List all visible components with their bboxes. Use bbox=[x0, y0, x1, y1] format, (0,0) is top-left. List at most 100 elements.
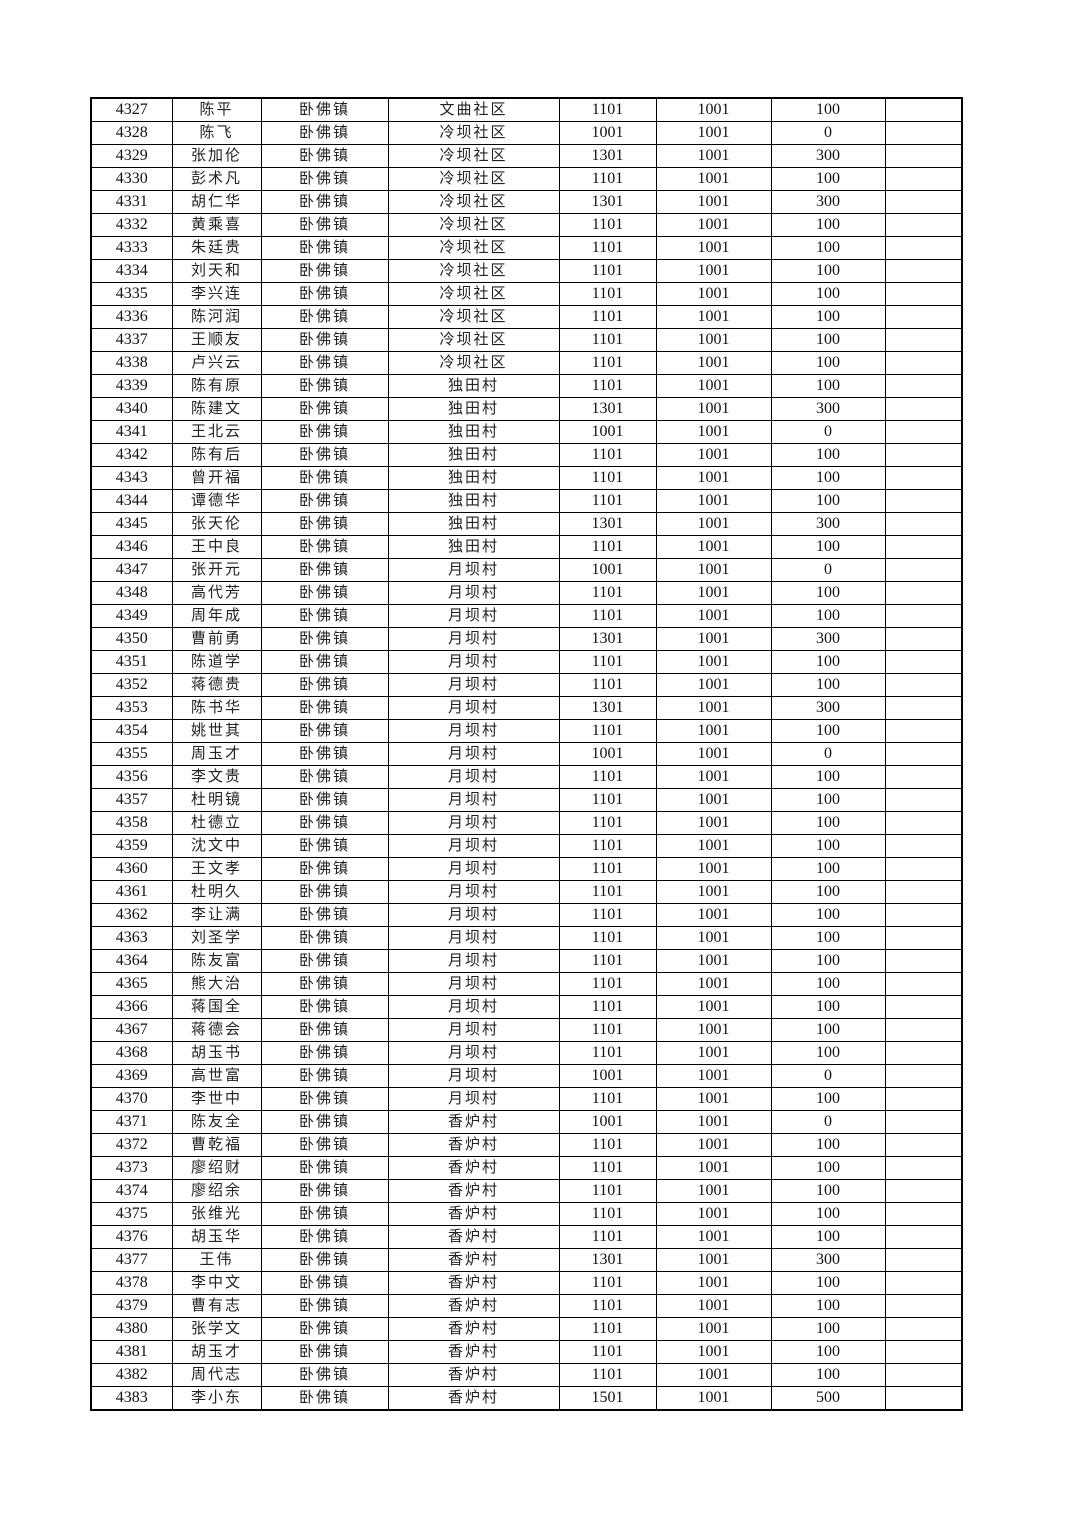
cell-code-a: 1101 bbox=[558, 466, 657, 490]
cell-village: 月坝村 bbox=[387, 1064, 560, 1088]
cell-code-b: 1001 bbox=[655, 466, 772, 490]
table-row: 4351 陈道学 卧佛镇 月坝村 1101 1001 100 bbox=[90, 650, 963, 674]
cell-remark bbox=[884, 1317, 963, 1341]
cell-village: 月坝村 bbox=[387, 811, 560, 835]
cell-village: 独田村 bbox=[387, 512, 560, 536]
cell-town: 卧佛镇 bbox=[260, 949, 389, 973]
cell-code-a: 1101 bbox=[558, 97, 657, 122]
cell-remark bbox=[884, 535, 963, 559]
cell-row-number: 4375 bbox=[90, 1202, 173, 1226]
cell-code-b: 1001 bbox=[655, 1018, 772, 1042]
cell-remark bbox=[884, 190, 963, 214]
cell-village: 月坝村 bbox=[387, 788, 560, 812]
cell-amount: 100 bbox=[770, 581, 886, 605]
cell-row-number: 4374 bbox=[90, 1179, 173, 1203]
cell-town: 卧佛镇 bbox=[260, 880, 389, 904]
cell-name: 陈友全 bbox=[171, 1110, 262, 1134]
cell-row-number: 4333 bbox=[90, 236, 173, 260]
cell-town: 卧佛镇 bbox=[260, 627, 389, 651]
cell-code-b: 1001 bbox=[655, 742, 772, 766]
cell-remark bbox=[884, 995, 963, 1019]
cell-town: 卧佛镇 bbox=[260, 282, 389, 306]
cell-code-b: 1001 bbox=[655, 1225, 772, 1249]
cell-amount: 100 bbox=[770, 949, 886, 973]
cell-code-a: 1101 bbox=[558, 1317, 657, 1341]
cell-town: 卧佛镇 bbox=[260, 1018, 389, 1042]
cell-amount: 100 bbox=[770, 236, 886, 260]
cell-row-number: 4344 bbox=[90, 489, 173, 513]
cell-code-b: 1001 bbox=[655, 926, 772, 950]
table-row: 4371 陈友全 卧佛镇 香炉村 1001 1001 0 bbox=[90, 1110, 963, 1134]
cell-remark bbox=[884, 972, 963, 996]
cell-name: 谭德华 bbox=[171, 489, 262, 513]
cell-code-a: 1101 bbox=[558, 926, 657, 950]
cell-name: 陈飞 bbox=[171, 121, 262, 145]
cell-name: 张天伦 bbox=[171, 512, 262, 536]
cell-name: 陈建文 bbox=[171, 397, 262, 421]
cell-row-number: 4334 bbox=[90, 259, 173, 283]
cell-code-b: 1001 bbox=[655, 97, 772, 122]
cell-village: 冷坝社区 bbox=[387, 213, 560, 237]
table-row: 4354 姚世其 卧佛镇 月坝村 1101 1001 100 bbox=[90, 719, 963, 743]
table-row: 4334 刘天和 卧佛镇 冷坝社区 1101 1001 100 bbox=[90, 259, 963, 283]
cell-code-a: 1101 bbox=[558, 1087, 657, 1111]
cell-code-b: 1001 bbox=[655, 995, 772, 1019]
cell-amount: 0 bbox=[770, 420, 886, 444]
cell-village: 香炉村 bbox=[387, 1363, 560, 1387]
cell-remark bbox=[884, 1133, 963, 1157]
cell-village: 月坝村 bbox=[387, 926, 560, 950]
cell-code-b: 1001 bbox=[655, 351, 772, 375]
cell-remark bbox=[884, 558, 963, 582]
cell-town: 卧佛镇 bbox=[260, 1340, 389, 1364]
cell-town: 卧佛镇 bbox=[260, 903, 389, 927]
cell-code-b: 1001 bbox=[655, 696, 772, 720]
cell-town: 卧佛镇 bbox=[260, 512, 389, 536]
cell-code-b: 1001 bbox=[655, 834, 772, 858]
cell-code-a: 1101 bbox=[558, 857, 657, 881]
cell-village: 香炉村 bbox=[387, 1179, 560, 1203]
cell-amount: 100 bbox=[770, 1294, 886, 1318]
cell-town: 卧佛镇 bbox=[260, 305, 389, 329]
cell-code-a: 1101 bbox=[558, 834, 657, 858]
table-row: 4368 胡玉书 卧佛镇 月坝村 1101 1001 100 bbox=[90, 1041, 963, 1065]
cell-village: 月坝村 bbox=[387, 834, 560, 858]
cell-code-a: 1001 bbox=[558, 742, 657, 766]
cell-row-number: 4356 bbox=[90, 765, 173, 789]
cell-code-a: 1001 bbox=[558, 1064, 657, 1088]
cell-code-b: 1001 bbox=[655, 512, 772, 536]
cell-village: 独田村 bbox=[387, 374, 560, 398]
cell-name: 廖绍余 bbox=[171, 1179, 262, 1203]
cell-code-b: 1001 bbox=[655, 1087, 772, 1111]
cell-town: 卧佛镇 bbox=[260, 765, 389, 789]
cell-village: 独田村 bbox=[387, 420, 560, 444]
table-row: 4376 胡玉华 卧佛镇 香炉村 1101 1001 100 bbox=[90, 1225, 963, 1249]
cell-village: 月坝村 bbox=[387, 765, 560, 789]
cell-town: 卧佛镇 bbox=[260, 719, 389, 743]
cell-amount: 0 bbox=[770, 1064, 886, 1088]
cell-name: 王伟 bbox=[171, 1248, 262, 1272]
cell-amount: 100 bbox=[770, 1018, 886, 1042]
cell-remark bbox=[884, 604, 963, 628]
cell-code-b: 1001 bbox=[655, 1064, 772, 1088]
cell-village: 月坝村 bbox=[387, 949, 560, 973]
cell-code-a: 1301 bbox=[558, 144, 657, 168]
cell-row-number: 4361 bbox=[90, 880, 173, 904]
cell-remark bbox=[884, 719, 963, 743]
cell-code-a: 1101 bbox=[558, 650, 657, 674]
cell-village: 香炉村 bbox=[387, 1202, 560, 1226]
cell-remark bbox=[884, 282, 963, 306]
cell-amount: 100 bbox=[770, 1271, 886, 1295]
cell-row-number: 4350 bbox=[90, 627, 173, 651]
table-row: 4330 彭术凡 卧佛镇 冷坝社区 1101 1001 100 bbox=[90, 167, 963, 191]
cell-row-number: 4348 bbox=[90, 581, 173, 605]
cell-remark bbox=[884, 97, 963, 122]
cell-row-number: 4360 bbox=[90, 857, 173, 881]
cell-village: 香炉村 bbox=[387, 1386, 560, 1411]
cell-town: 卧佛镇 bbox=[260, 213, 389, 237]
cell-amount: 100 bbox=[770, 351, 886, 375]
cell-code-a: 1101 bbox=[558, 949, 657, 973]
cell-code-b: 1001 bbox=[655, 443, 772, 467]
cell-name: 张学文 bbox=[171, 1317, 262, 1341]
cell-village: 月坝村 bbox=[387, 995, 560, 1019]
table-row: 4342 陈有后 卧佛镇 独田村 1101 1001 100 bbox=[90, 443, 963, 467]
